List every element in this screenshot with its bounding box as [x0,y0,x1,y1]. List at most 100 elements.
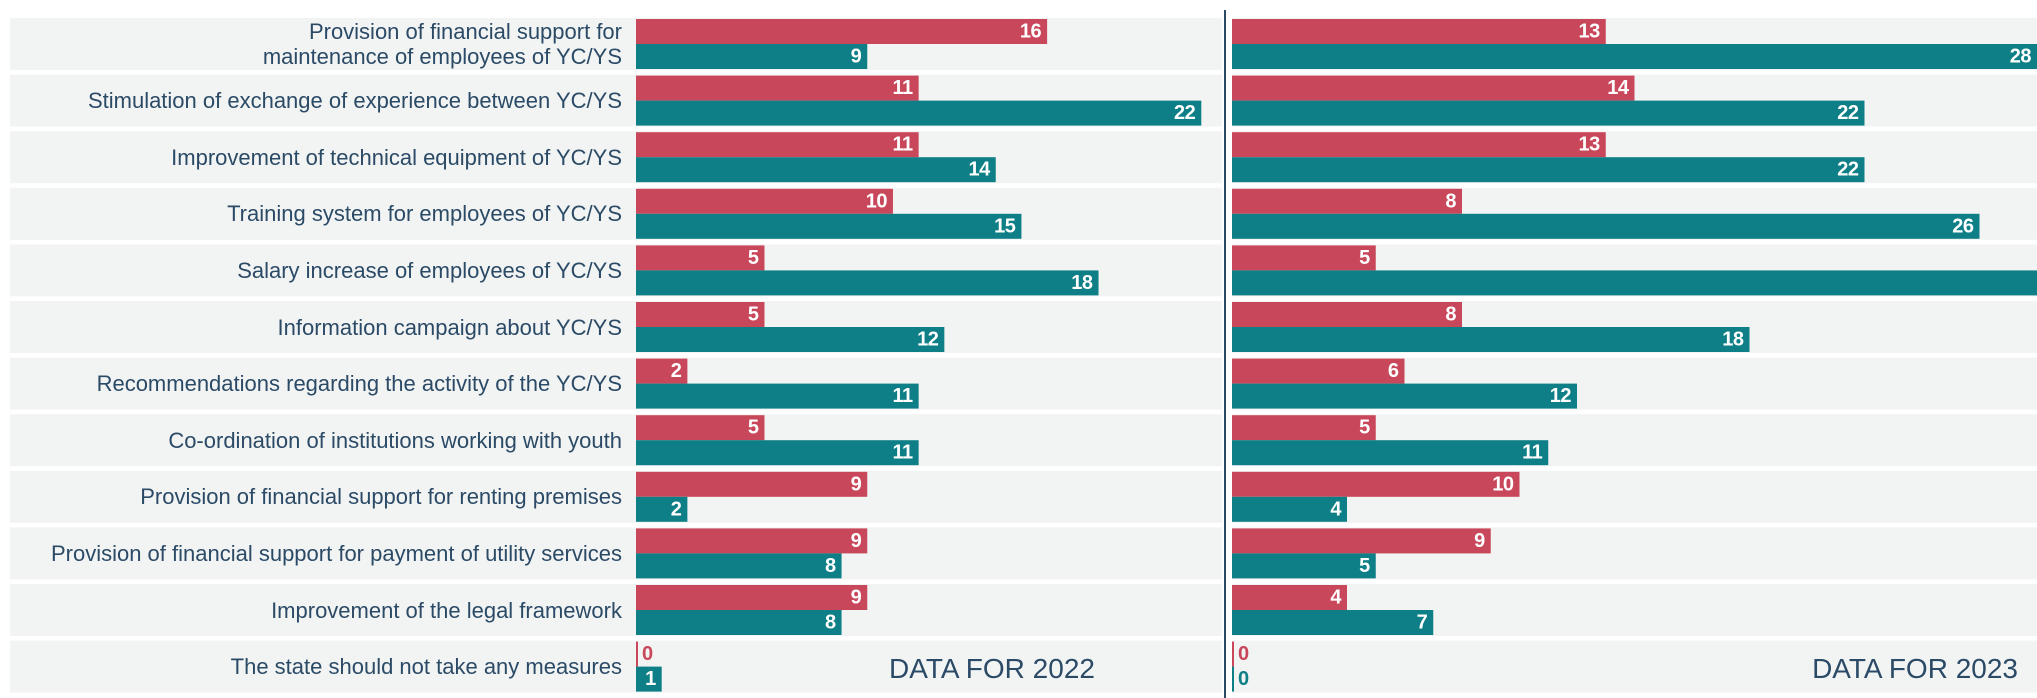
value-label: 8 [1445,190,1456,212]
row-background [10,640,1222,693]
bar [1232,44,2037,69]
bar [636,496,688,522]
bar [636,213,1022,239]
value-label: 10 [1492,473,1514,495]
category-label: Information campaign about YC/YS [277,314,622,340]
value-label: 0 [642,643,653,665]
bar [636,528,868,554]
value-label: 28 [2010,46,2032,68]
bar [636,270,1099,296]
bar [636,383,919,409]
value-label: 11 [892,442,913,464]
value-label: 18 [1722,329,1744,351]
bar [1232,610,1434,635]
panel: 16 11 11 10 5 5 2 5 9 9 9 0 9 22 14 15 18 12 11 11 2 8 8 1 [636,19,1202,692]
value-label: 14 [968,159,991,181]
category-label: Recommendations regarding the activity o… [96,371,622,397]
value-label: 9 [1474,530,1485,552]
category-label: The state should not take any measures [230,654,622,680]
bar [1232,245,1376,271]
bar [636,610,842,635]
value-label: 26 [1952,215,1974,237]
bar [1232,440,1549,466]
value-label: 9 [851,46,862,68]
value-label: 12 [1550,385,1572,407]
value-label: 2 [671,498,682,520]
bar [1232,75,1635,101]
bar [636,245,765,271]
value-label: 4 [1330,587,1342,609]
bar [1232,666,1234,692]
value-label: 6 [1388,360,1399,382]
value-label: 2 [671,360,682,382]
bar [1232,585,1347,610]
category-label: Stimulation of exchange of experience be… [87,88,622,114]
bar [636,553,842,579]
bar [1232,100,1865,126]
bar [636,471,868,497]
bar [636,188,893,214]
bar [1232,213,1980,239]
category-label: Training system for employees of YC/YS [227,201,622,227]
row-background [1232,640,2037,693]
category-label: Provision of financial support for payme… [50,540,622,566]
value-label: 0 [1238,643,1249,665]
category-label: Improvement of technical equipment of YC… [171,144,622,170]
value-label: 11 [892,385,913,407]
value-label: 16 [1020,21,1042,43]
panel: 131413858651094028222226291812114570 [1232,19,2037,692]
bar [636,327,945,352]
bar [1232,553,1376,579]
bar [636,641,638,667]
bar [1232,471,1520,497]
bar [1232,641,1234,667]
bar [636,415,765,441]
bar [636,100,1202,126]
bar [1232,19,1606,44]
value-label: 22 [1837,159,1859,181]
value-label: 4 [1330,498,1342,520]
value-label: 5 [748,247,759,269]
bar [1232,528,1491,554]
value-label: 15 [994,215,1016,237]
row-background [10,414,1222,467]
value-label: 13 [1579,134,1601,156]
value-label: 5 [1359,417,1370,439]
value-label: 5 [1359,555,1370,577]
category-label: Improvement of the legal framework [271,597,622,623]
value-label: 8 [825,555,836,577]
bar [636,75,919,101]
value-label: 11 [892,134,913,156]
row-background [10,584,1222,636]
bar [1232,188,1462,214]
bar [636,19,1048,44]
bar [1232,270,2037,296]
value-label: 5 [1359,247,1370,269]
bar [1232,383,1577,409]
bar [1232,496,1347,522]
category-label: Salary increase of employees of YC/YS [237,257,622,283]
bar [636,132,919,158]
row-background [10,470,1222,523]
value-label: 10 [866,190,888,212]
value-label: 18 [1071,272,1093,294]
value-label: 9 [851,473,862,495]
value-label: 5 [748,417,759,439]
value-label: 8 [1445,304,1456,326]
panel-title: DATA FOR 2022 [889,653,1095,684]
value-label: 13 [1579,21,1601,43]
bar [636,358,688,384]
value-label: 7 [1417,612,1428,634]
category-label: Provision of financial support for maint… [262,19,622,69]
value-label: 22 [1837,102,1859,124]
value-label: 0 [1238,668,1249,690]
bar [636,585,868,610]
row-background [10,527,1222,580]
category-label: Provision of financial support for renti… [140,484,622,510]
bar [1232,302,1462,327]
panel-title: DATA FOR 2023 [1812,653,2018,684]
bar [636,666,662,692]
bar [1232,415,1376,441]
